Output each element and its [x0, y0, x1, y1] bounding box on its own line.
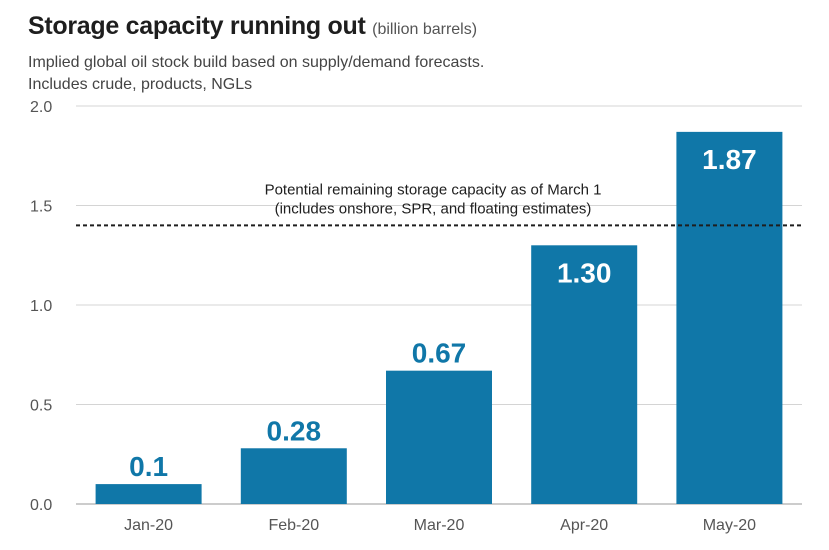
x-tick-label: May-20 — [703, 517, 756, 534]
bar — [95, 484, 202, 504]
data-label: 1.87 — [702, 144, 757, 175]
y-tick-label: 0.0 — [30, 497, 52, 514]
data-label: 1.30 — [557, 257, 612, 288]
x-tick-label: Jan-20 — [124, 517, 173, 534]
y-tick-label: 1.5 — [30, 199, 52, 216]
x-tick-label: Apr-20 — [560, 517, 608, 534]
chart-subtitle-line-2: Includes crude, products, NGLs — [28, 76, 253, 93]
chart-title: Storage capacity running out (billion ba… — [28, 12, 477, 41]
x-tick-label: Feb-20 — [268, 517, 319, 534]
bar — [386, 370, 492, 504]
reference-label-line-1: Potential remaining storage capacity as … — [265, 181, 602, 198]
bar — [240, 448, 347, 504]
bar — [676, 131, 783, 504]
data-label: 0.28 — [267, 415, 322, 446]
data-label: 0.67 — [412, 338, 467, 369]
y-tick-label: 1.0 — [30, 298, 52, 315]
reference-label-line-2: (includes onshore, SPR, and floating est… — [275, 200, 592, 217]
y-tick-label: 2.0 — [30, 99, 52, 116]
chart-subtitle-line-1: Implied global oil stock build based on … — [28, 54, 485, 71]
chart-subtitle: Implied global oil stock build based on … — [28, 52, 728, 96]
bar — [531, 245, 638, 505]
chart-title-unit: (billion barrels) — [372, 21, 478, 38]
chart-title-text: Storage capacity running out — [28, 12, 366, 40]
x-tick-label: Mar-20 — [414, 517, 465, 534]
y-tick-label: 0.5 — [30, 398, 52, 415]
data-label: 0.1 — [129, 451, 168, 482]
